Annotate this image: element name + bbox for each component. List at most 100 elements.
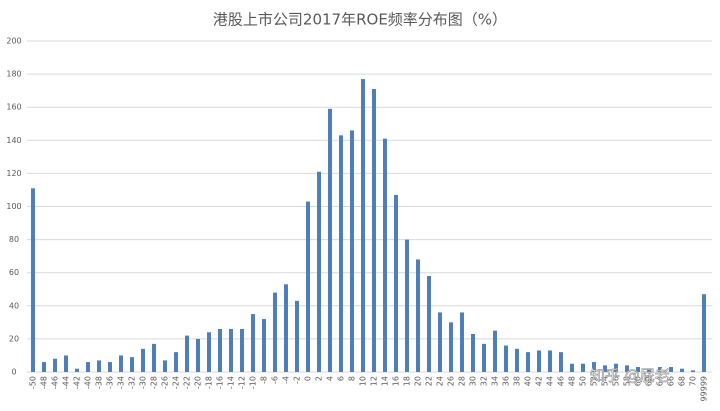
- x-tick-label: 24: [436, 376, 445, 386]
- bar: [493, 330, 497, 372]
- x-tick-label: 30: [469, 376, 478, 386]
- x-tick-label: 6: [337, 376, 346, 381]
- bar: [636, 367, 640, 372]
- x-tick-label: -32: [128, 376, 137, 389]
- x-tick-label: 56: [612, 376, 621, 386]
- bar: [64, 355, 68, 372]
- bar: [449, 322, 453, 372]
- y-tick-label: 20: [9, 334, 19, 343]
- x-tick-label: 10: [359, 376, 368, 386]
- x-tick-label: -14: [227, 376, 236, 389]
- bar: [559, 352, 563, 372]
- bar: [42, 362, 46, 372]
- bar: [262, 319, 266, 372]
- bar: [53, 358, 57, 372]
- x-tick-label: 60: [634, 376, 643, 386]
- x-tick-label: 54: [601, 376, 610, 386]
- x-tick-label: 8: [348, 376, 357, 381]
- bar: [570, 363, 574, 372]
- x-tick-label: 48: [568, 376, 577, 386]
- bar: [317, 171, 321, 372]
- bar: [669, 367, 673, 372]
- y-tick-label: 120: [6, 169, 21, 178]
- x-tick-label: -30: [139, 376, 148, 389]
- x-tick-label: -50: [29, 376, 38, 389]
- bar: [647, 368, 651, 372]
- bar: [152, 343, 156, 372]
- bar: [108, 362, 112, 372]
- bar: [537, 350, 541, 372]
- x-tick-label: -22: [183, 376, 192, 389]
- bar: [174, 352, 178, 372]
- x-tick-label: 34: [491, 376, 500, 386]
- bar: [284, 284, 288, 372]
- bar: [163, 360, 167, 372]
- x-tick-label: 42: [535, 376, 544, 386]
- x-tick-label: 28: [458, 376, 467, 386]
- x-tick-label: 66: [667, 376, 676, 386]
- x-tick-label: -18: [205, 376, 214, 389]
- x-tick-label: 12: [370, 376, 379, 386]
- x-tick-label: 70: [689, 376, 698, 386]
- y-tick-label: 40: [9, 301, 19, 310]
- bar: [31, 188, 35, 372]
- x-tick-label: -48: [40, 376, 49, 389]
- x-tick-label: 64: [656, 376, 665, 386]
- x-tick-label: -26: [161, 376, 170, 389]
- bar: [251, 314, 255, 372]
- x-tick-label: 52: [590, 376, 599, 386]
- bar: [218, 328, 222, 372]
- bar: [207, 332, 211, 372]
- x-tick-label: -12: [238, 376, 247, 389]
- y-tick-label: 140: [6, 136, 21, 145]
- bar: [185, 335, 189, 372]
- x-tick-label: 50: [579, 376, 588, 386]
- x-tick-label: 36: [502, 376, 511, 386]
- bar: [372, 88, 376, 373]
- x-tick-label: -36: [106, 376, 115, 389]
- y-tick-label: 100: [6, 202, 21, 211]
- bar: [328, 108, 332, 372]
- y-tick-label: 160: [6, 103, 21, 112]
- bar: [229, 328, 233, 372]
- bar: [196, 338, 200, 372]
- bar: [625, 365, 629, 372]
- bar: [614, 363, 618, 372]
- x-tick-label: 18: [403, 376, 412, 386]
- bar: [592, 362, 596, 372]
- bar: [680, 368, 684, 372]
- bar: [702, 294, 706, 372]
- x-tick-label: -28: [150, 376, 159, 389]
- bar: [482, 343, 486, 372]
- bar: [383, 138, 387, 372]
- x-tick-label: 46: [557, 376, 566, 386]
- bar: [86, 362, 90, 372]
- x-tick-label: -46: [51, 376, 60, 389]
- bar: [438, 312, 442, 372]
- x-tick-label: 62: [645, 376, 654, 386]
- bar: [460, 312, 464, 372]
- x-tick-label: 14: [381, 376, 390, 386]
- bar: [548, 350, 552, 372]
- bar: [361, 79, 365, 372]
- x-tick-label: 38: [513, 376, 522, 386]
- x-tick-label: 2: [315, 376, 324, 381]
- x-tick-label: -8: [260, 376, 269, 384]
- bar: [504, 345, 508, 372]
- x-tick-label: 16: [392, 376, 401, 386]
- y-tick-label: 80: [9, 235, 19, 244]
- x-tick-label: -44: [62, 376, 71, 389]
- bar: [427, 276, 431, 372]
- x-tick-label: -2: [293, 376, 302, 384]
- y-tick-label: 60: [9, 268, 19, 277]
- x-tick-label: 4: [326, 376, 335, 381]
- chart-title: 港股上市公司2017年ROE频率分布图（%）: [213, 11, 507, 29]
- x-tick-label: 40: [524, 376, 533, 386]
- x-tick-label: -34: [117, 376, 126, 389]
- bar: [339, 135, 343, 372]
- x-tick-label: 0: [304, 376, 313, 381]
- x-tick-label: 68: [678, 376, 687, 386]
- x-tick-label: 22: [425, 376, 434, 386]
